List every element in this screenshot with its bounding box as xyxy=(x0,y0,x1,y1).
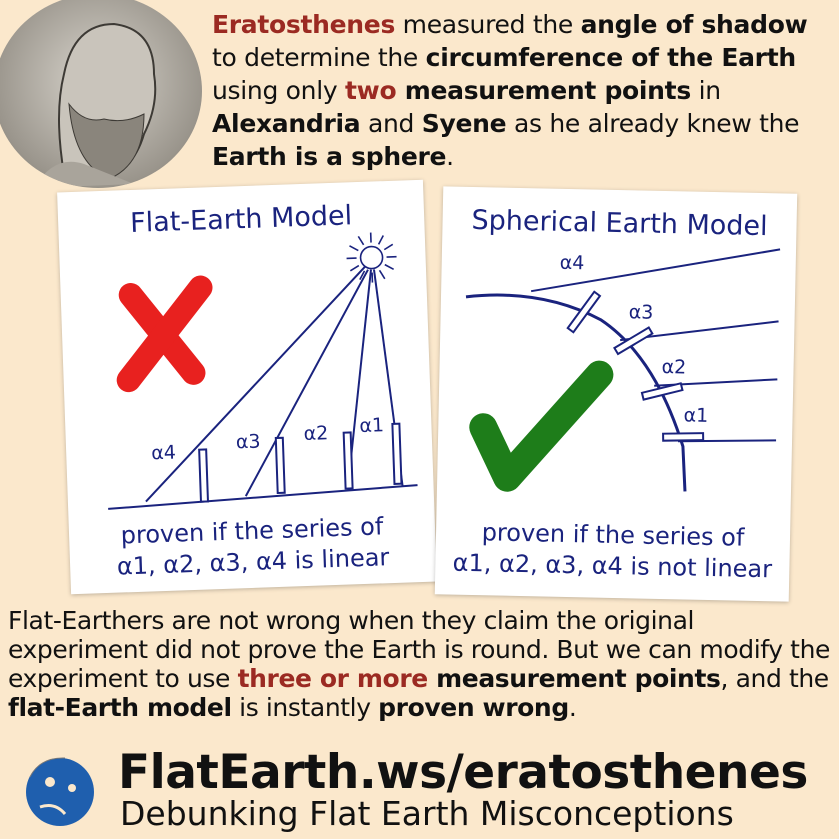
sun-ray xyxy=(377,235,385,245)
alpha3-label: α3 xyxy=(628,301,653,324)
text-segment: Eratosthenes xyxy=(212,10,396,39)
text-segment: three or more xyxy=(237,664,429,693)
text-segment: proven wrong xyxy=(378,693,569,722)
text-segment: measurement points xyxy=(396,76,691,105)
sticks xyxy=(198,422,403,503)
alpha2-label: α2 xyxy=(661,356,686,379)
globe-icon xyxy=(20,752,100,832)
alpha4-label: α4 xyxy=(151,442,176,465)
eratosthenes-portrait xyxy=(0,0,202,188)
text-segment: . xyxy=(446,142,454,171)
text-segment: Syene xyxy=(421,109,507,138)
cross-icon xyxy=(116,275,213,393)
sun-ray xyxy=(349,245,359,252)
sun-ray xyxy=(357,235,365,246)
text-segment: , and the xyxy=(720,664,829,693)
body-paragraph: Flat-Earthers are not wrong when they cl… xyxy=(8,606,838,722)
sun-ray xyxy=(384,263,395,271)
text-segment: is instantly xyxy=(231,693,379,722)
text-segment: measured the xyxy=(395,10,581,39)
text-segment: Earth is a sphere xyxy=(212,142,447,171)
site-url[interactable]: FlatEarth.ws/eratosthenes xyxy=(118,745,808,800)
alpha1-label: α1 xyxy=(683,404,708,427)
text-segment: angle of shadow xyxy=(580,10,808,39)
sun-ray xyxy=(359,270,366,281)
text-segment: . xyxy=(568,693,577,722)
tagline: Debunking Flat Earth Misconceptions xyxy=(120,794,734,833)
text-segment: measurement points xyxy=(427,664,721,693)
sun-ray xyxy=(349,264,360,272)
sun-ray xyxy=(378,269,386,280)
ground-line xyxy=(108,484,418,510)
text-segment: two xyxy=(345,76,397,105)
alpha4-label: α4 xyxy=(560,252,585,275)
alpha1-label: α1 xyxy=(359,414,384,437)
alpha3-label: α3 xyxy=(236,431,261,454)
text-segment: Alexandria xyxy=(212,109,361,138)
header-text: Eratosthenes measured the angle of shado… xyxy=(212,8,832,173)
text-segment: circumference of the Earth xyxy=(425,43,796,72)
text-segment: as he already knew the xyxy=(506,109,800,138)
earth-curve xyxy=(465,293,687,492)
text-segment: flat-Earth model xyxy=(8,693,232,722)
text-segment: using only xyxy=(212,76,346,105)
flat-earth-model-card: α4 α3 α2 α1 Flat-Earth Model proven if t… xyxy=(57,179,437,595)
spherical-earth-model-card: α4 α3 α2 α1 Spherical Earth Model proven… xyxy=(434,186,798,602)
sun-ray xyxy=(383,243,394,251)
sticks xyxy=(566,290,705,442)
checkmark-icon xyxy=(469,360,614,492)
sun-icon xyxy=(346,232,397,283)
text-segment: in xyxy=(690,76,722,105)
text-segment: Flat-Earthers are not wrong when they cl… xyxy=(8,606,831,693)
text-segment: and xyxy=(360,109,422,138)
text-segment: to determine the xyxy=(212,43,426,72)
alpha2-label: α2 xyxy=(303,422,328,445)
